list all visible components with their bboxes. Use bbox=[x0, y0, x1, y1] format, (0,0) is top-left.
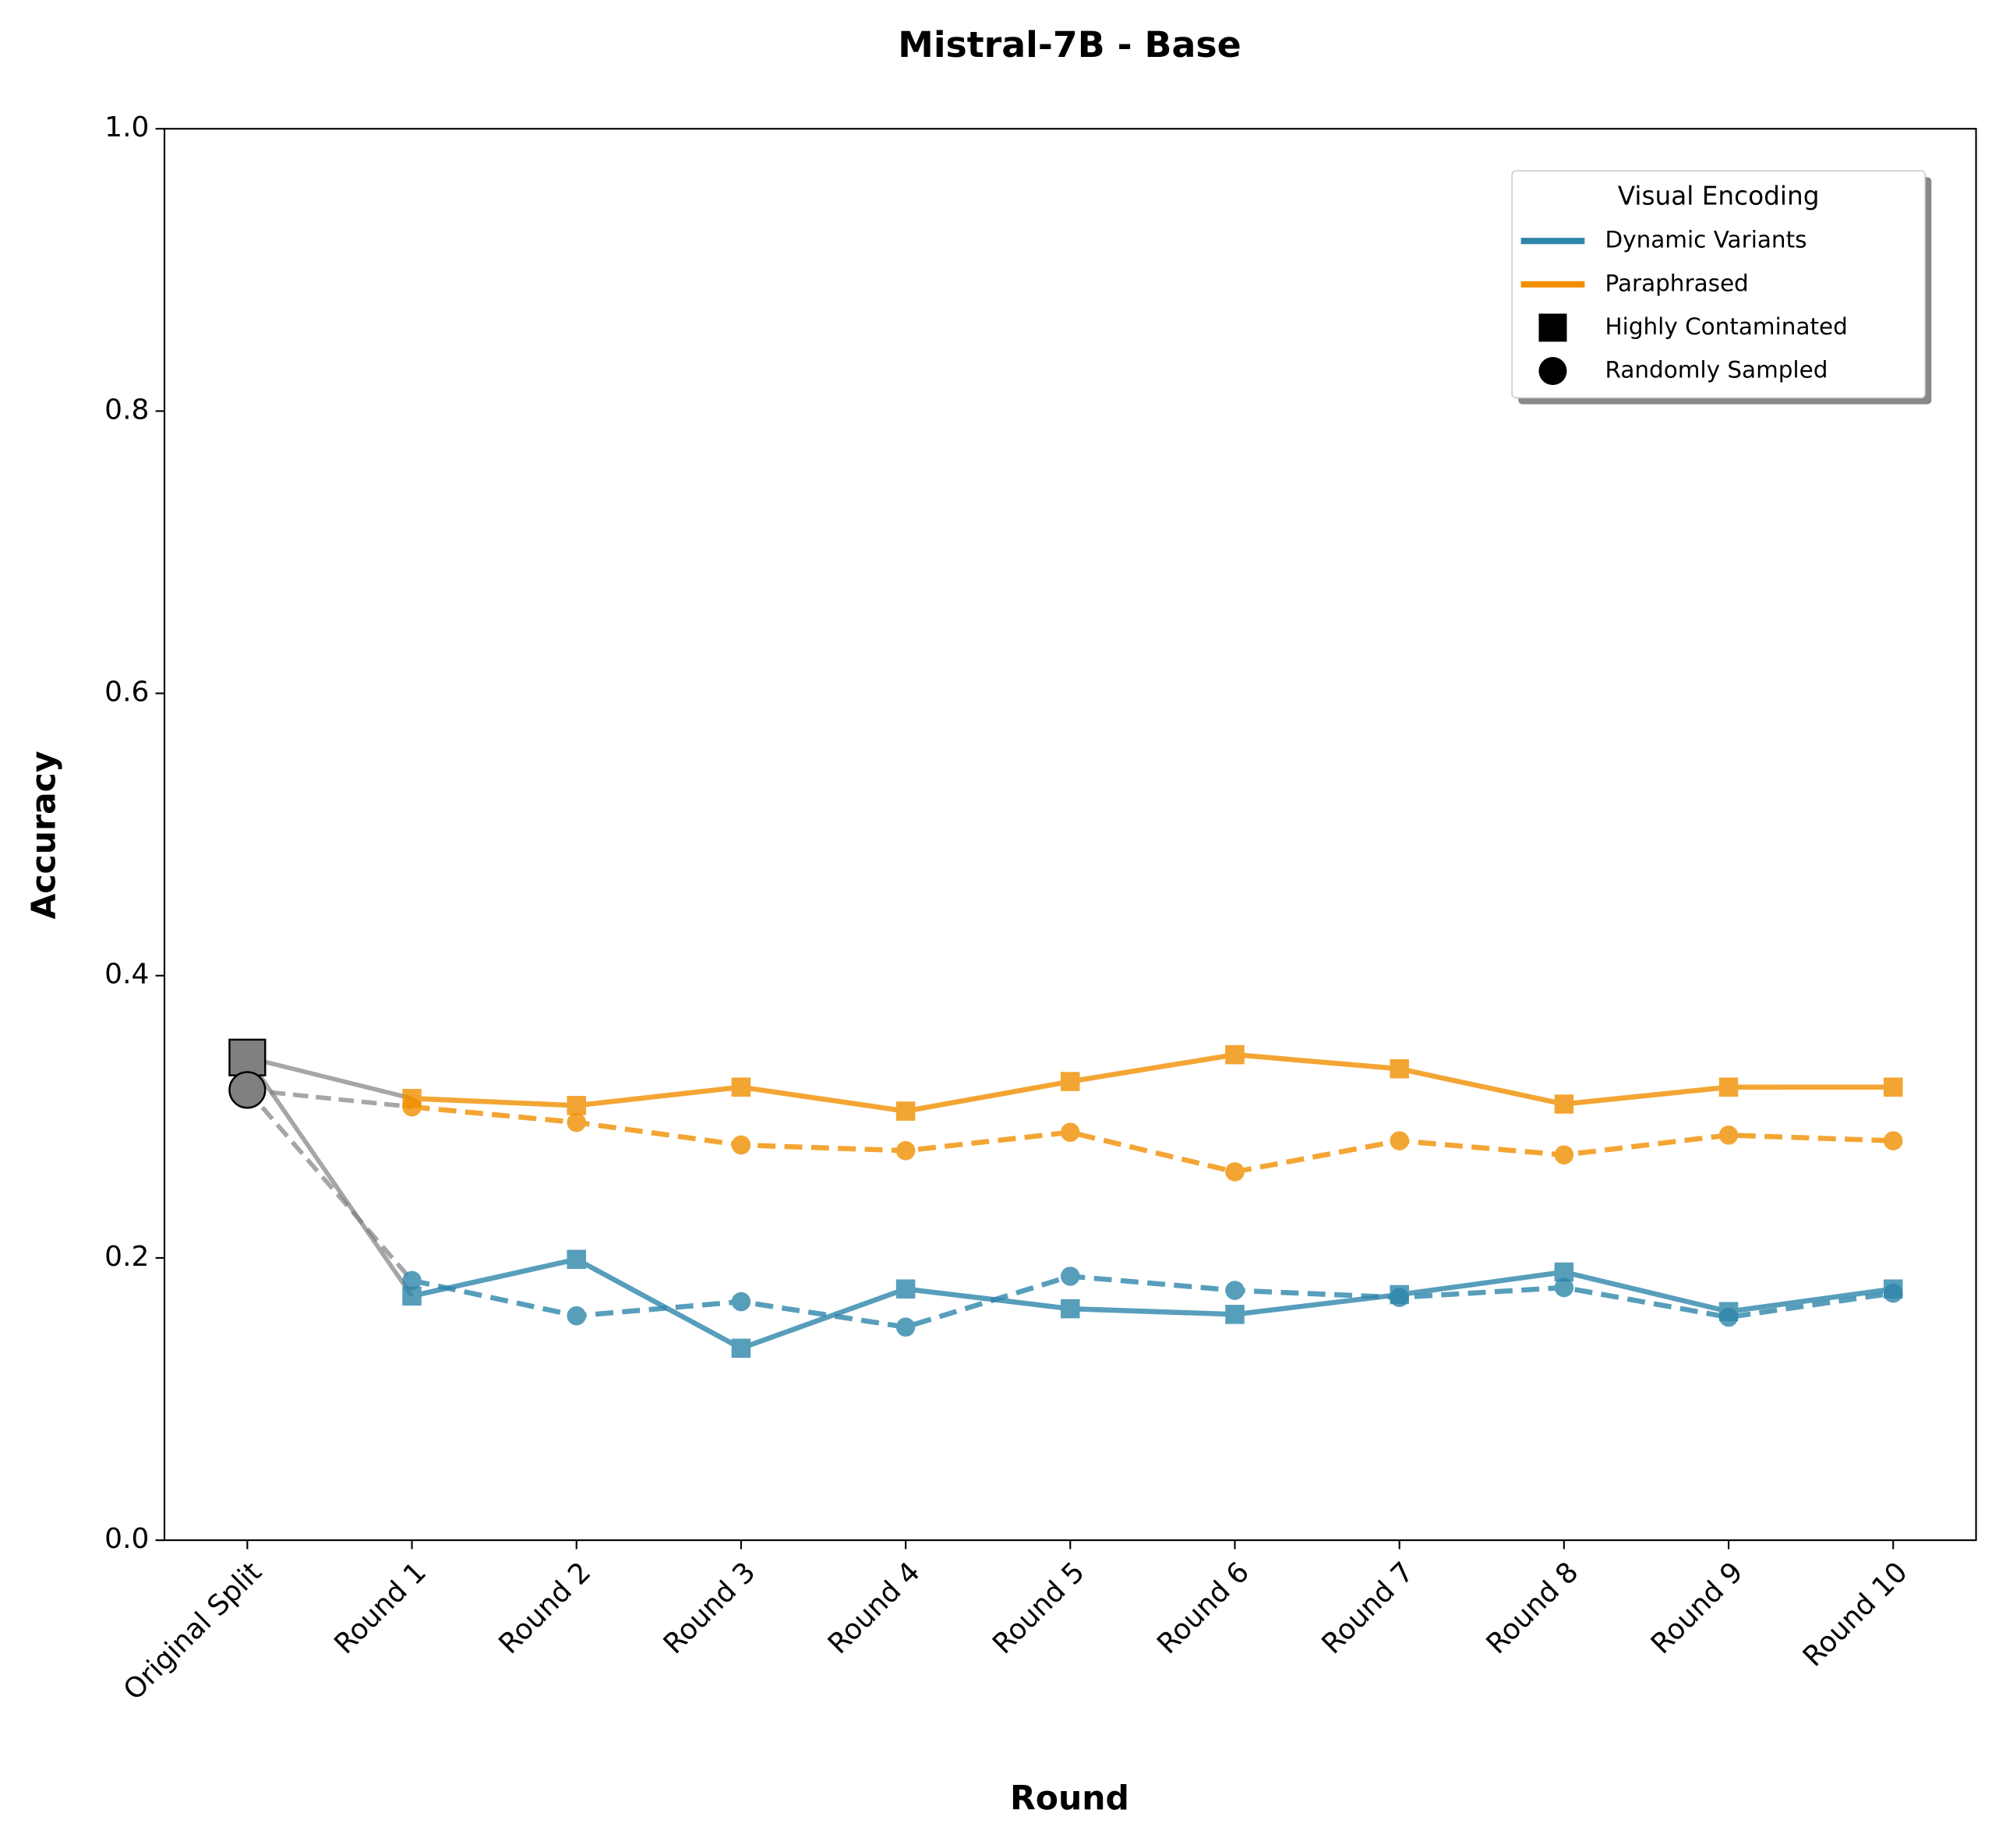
marker bbox=[1554, 1094, 1574, 1114]
legend-title: Visual Encoding bbox=[1618, 182, 1820, 211]
series bbox=[402, 1097, 1903, 1182]
x-tick-label: Round 5 bbox=[987, 1556, 1091, 1661]
marker bbox=[1225, 1162, 1245, 1182]
marker bbox=[895, 1279, 916, 1299]
marker bbox=[731, 1135, 751, 1155]
marker bbox=[1883, 1283, 1903, 1303]
marker bbox=[402, 1097, 422, 1117]
marker bbox=[1554, 1277, 1574, 1298]
series-line bbox=[411, 1104, 1894, 1175]
marker bbox=[1061, 1072, 1080, 1091]
legend: Visual Encoding Dynamic Variants Paraphras… bbox=[1511, 170, 1932, 405]
y-axis-label: Accuracy bbox=[25, 751, 63, 919]
series bbox=[402, 1249, 1903, 1359]
marker bbox=[1061, 1299, 1080, 1319]
x-axis-label: Round bbox=[1010, 1779, 1129, 1818]
x-tick-label: Round 6 bbox=[1151, 1556, 1256, 1661]
x-tick-label: Round 10 bbox=[1797, 1556, 1914, 1673]
marker bbox=[228, 1038, 267, 1076]
marker bbox=[567, 1249, 586, 1270]
chart-title: Mistral-7B - Base bbox=[898, 23, 1241, 65]
marker bbox=[1718, 1307, 1739, 1327]
marker bbox=[1390, 1059, 1409, 1079]
series-line bbox=[411, 1256, 1894, 1352]
series bbox=[402, 1044, 1903, 1121]
series-line bbox=[411, 1274, 1894, 1330]
x-tick-label: Round 2 bbox=[493, 1556, 598, 1661]
plot-area bbox=[228, 1038, 1903, 1359]
marker bbox=[895, 1317, 916, 1337]
series-line bbox=[411, 1051, 1894, 1114]
legend-box bbox=[1511, 170, 1926, 399]
y-tick-label: 0.6 bbox=[104, 677, 149, 708]
marker bbox=[1225, 1305, 1245, 1324]
legend-swatch bbox=[1538, 357, 1567, 386]
original-connector bbox=[246, 1055, 413, 1101]
legend-label: Paraphrased bbox=[1605, 270, 1749, 296]
x-tick-label: Round 4 bbox=[822, 1556, 927, 1661]
marker bbox=[402, 1270, 422, 1291]
marker bbox=[1554, 1145, 1574, 1165]
y-tick-label: 0.4 bbox=[104, 959, 149, 991]
marker bbox=[567, 1112, 586, 1132]
x-tick-label: Round 8 bbox=[1481, 1556, 1585, 1661]
marker bbox=[1061, 1267, 1080, 1286]
legend-label: Randomly Sampled bbox=[1605, 357, 1828, 383]
marker bbox=[567, 1306, 586, 1326]
legend-label: Dynamic Variants bbox=[1605, 227, 1807, 253]
x-tick-label: Round 7 bbox=[1316, 1556, 1420, 1661]
original-connector bbox=[245, 1088, 414, 1282]
x-tick-label: Original Split bbox=[118, 1556, 268, 1707]
legend-label: Highly Contaminated bbox=[1605, 313, 1848, 340]
marker bbox=[1061, 1122, 1080, 1143]
marker bbox=[731, 1338, 751, 1359]
original-connector bbox=[245, 1056, 414, 1298]
original-connector bbox=[247, 1087, 412, 1110]
marker bbox=[1225, 1281, 1245, 1300]
marker bbox=[567, 1096, 586, 1115]
marker bbox=[731, 1077, 751, 1097]
series bbox=[402, 1267, 1903, 1337]
marker bbox=[1390, 1288, 1409, 1307]
marker bbox=[228, 1071, 267, 1109]
legend-swatch bbox=[1538, 313, 1567, 342]
marker bbox=[731, 1291, 751, 1312]
marker bbox=[1390, 1131, 1409, 1150]
marker bbox=[1883, 1131, 1903, 1150]
y-tick-label: 0.2 bbox=[104, 1241, 149, 1273]
x-tick-label: Round 1 bbox=[328, 1556, 433, 1661]
y-tick-label: 0.0 bbox=[104, 1523, 149, 1555]
marker bbox=[1718, 1125, 1739, 1145]
marker bbox=[895, 1101, 916, 1121]
x-tick-label: Round 9 bbox=[1645, 1556, 1750, 1661]
marker bbox=[895, 1141, 916, 1161]
marker bbox=[1718, 1077, 1739, 1097]
y-tick-label: 0.8 bbox=[104, 394, 149, 426]
marker bbox=[1225, 1044, 1245, 1065]
y-tick-label: 1.0 bbox=[104, 111, 149, 143]
marker bbox=[1883, 1077, 1903, 1097]
x-tick-label: Round 3 bbox=[658, 1556, 762, 1661]
